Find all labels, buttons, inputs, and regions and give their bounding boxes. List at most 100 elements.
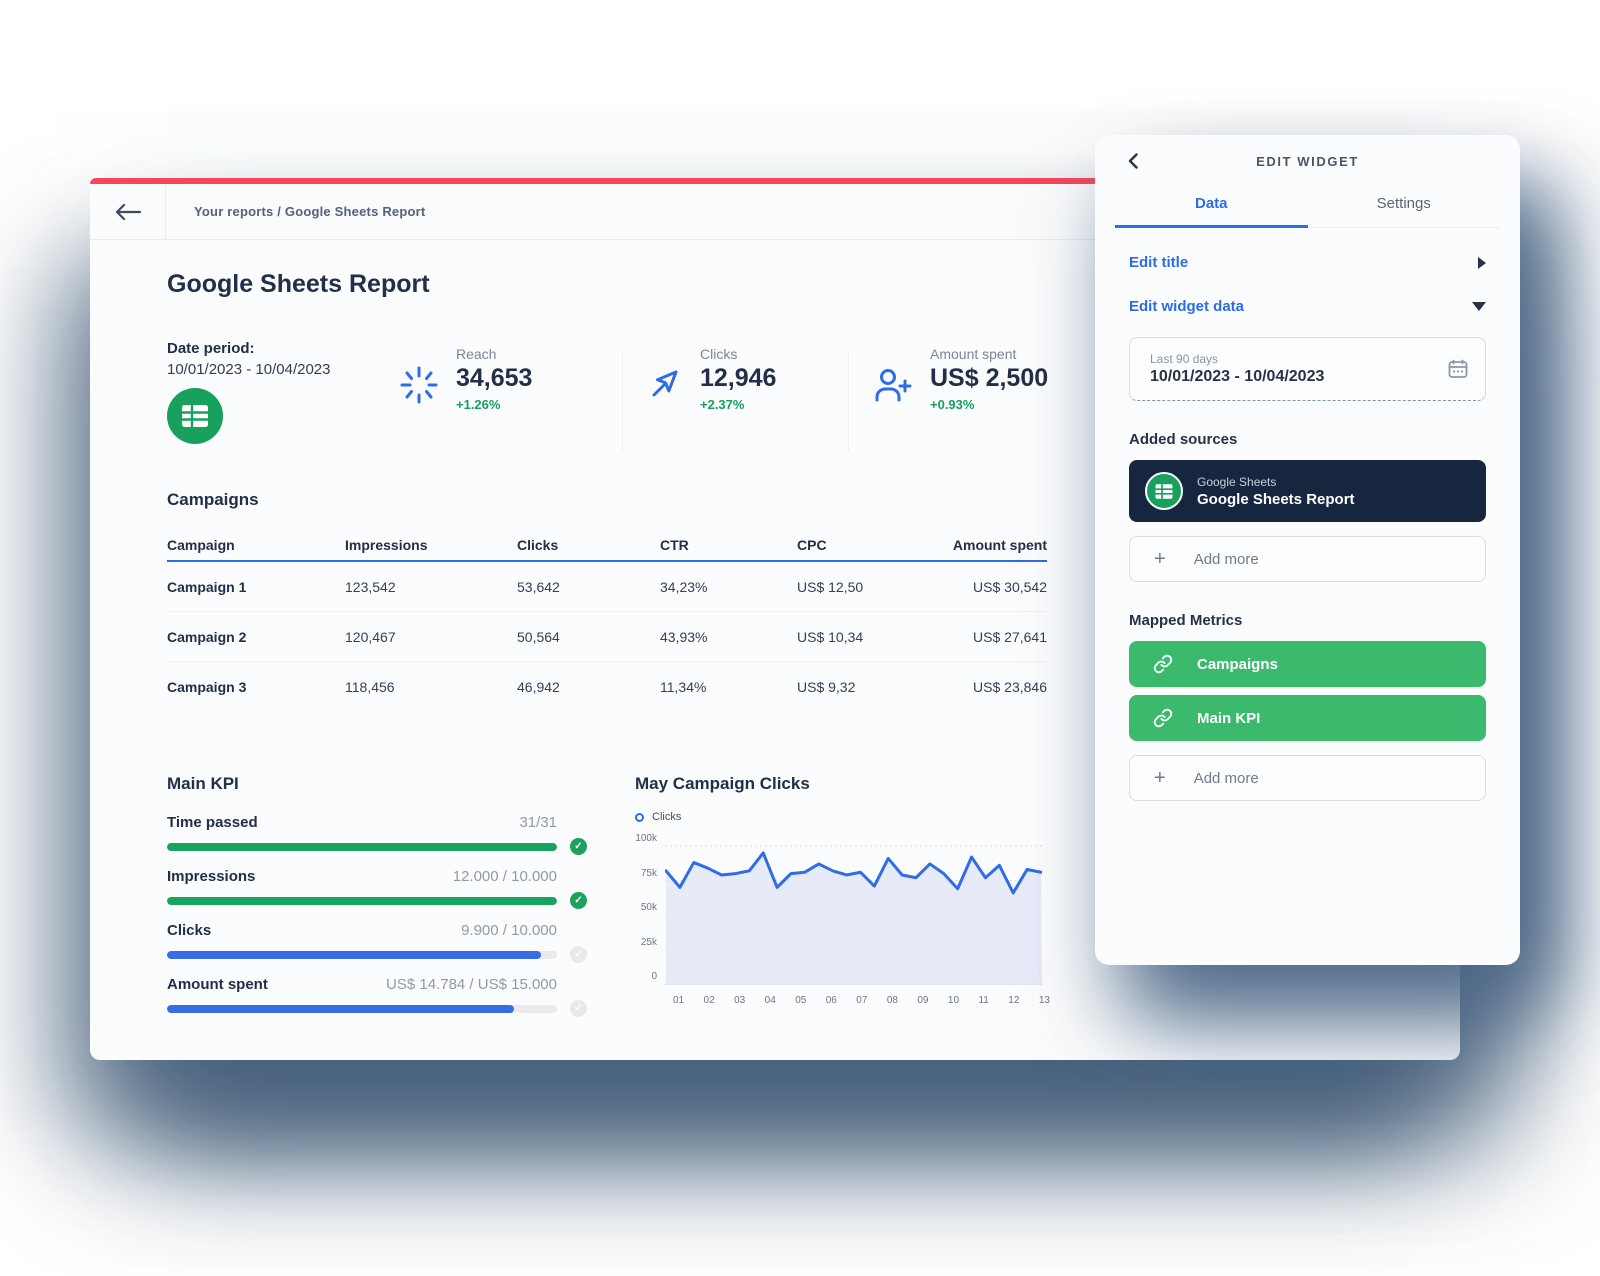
- cell-campaign: Campaign 3: [167, 679, 247, 695]
- main-kpi-list: Time passed 31/31 ✓ Impressions 12.000 /…: [167, 814, 679, 1030]
- column-header: CTR: [660, 537, 689, 553]
- person-add-icon: [875, 369, 912, 402]
- x-axis-tick-label: 01: [673, 995, 685, 1006]
- tab-settings[interactable]: Settings: [1376, 195, 1431, 212]
- legend-label: Clicks: [652, 811, 682, 823]
- table-row: Campaign 2 120,467 50,564 43,93% US$ 10,…: [167, 612, 1047, 662]
- date-period-value: 10/01/2023 - 10/04/2023: [167, 361, 331, 378]
- edit-widget-data-link[interactable]: Edit widget data: [1129, 298, 1245, 315]
- legend-marker-icon: [635, 812, 644, 822]
- main-kpi-section-title: Main KPI: [167, 774, 239, 793]
- date-range-field[interactable]: Last 90 days 10/01/2023 - 10/04/2023: [1129, 337, 1486, 401]
- kpi-label: Impressions: [167, 868, 256, 885]
- cell-clicks: 53,642: [517, 578, 560, 595]
- campaigns-section-title: Campaigns: [167, 490, 259, 509]
- column-header: Impressions: [345, 537, 428, 553]
- column-header: CPC: [797, 537, 827, 553]
- kpi-label: Amount spent: [167, 976, 268, 993]
- cell-campaign: Campaign 2: [167, 628, 247, 645]
- kpi-item: Time passed 31/31 ✓: [167, 814, 679, 855]
- check-circle-pending-icon: ✓: [570, 1000, 587, 1017]
- progress-bar: [167, 950, 557, 959]
- cell-cpc: US$ 10,34: [797, 628, 864, 645]
- card-accent-bar: [90, 178, 1460, 184]
- date-range-value: 10/01/2023 - 10/04/2023: [1150, 368, 1325, 385]
- date-period-label: Date period:: [167, 340, 255, 357]
- table-row: Campaign 1 123,542 53,642 34,23% US$ 12,…: [167, 562, 1047, 612]
- x-axis-tick-label: 05: [795, 995, 807, 1006]
- progress-bar: [167, 1004, 557, 1013]
- y-axis-tick-label: 0: [651, 971, 657, 982]
- cell-cpc: US$ 12,50: [797, 578, 864, 595]
- spinner-icon: [400, 366, 438, 404]
- kpi-label: Time passed: [167, 814, 258, 831]
- mapped-metrics-heading: Mapped Metrics: [1129, 612, 1243, 629]
- x-axis-tick-label: 08: [886, 995, 898, 1006]
- metric-main-kpi-button[interactable]: Main KPI: [1129, 695, 1486, 741]
- cursor-icon: [652, 370, 678, 397]
- add-metric-button[interactable]: + Add more: [1129, 755, 1486, 801]
- stat-delta: +1.26%: [456, 397, 501, 412]
- kpi-value: 12.000 / 10.000: [452, 868, 557, 885]
- chevron-down-icon: [1472, 302, 1486, 311]
- progress-bar: [167, 896, 557, 905]
- panel-back-button[interactable]: [1121, 149, 1145, 173]
- stat-reach: Reach 34,653 +1.26%: [398, 346, 532, 412]
- kpi-value: US$ 14.784 / US$ 15.000: [386, 976, 557, 993]
- edit-widget-panel: EDIT WIDGET Data Settings Edit title Edi…: [1095, 135, 1520, 965]
- source-card[interactable]: Google Sheets Google Sheets Report: [1129, 460, 1486, 522]
- x-axis-tick-label: 12: [1008, 995, 1020, 1006]
- chart-title: May Campaign Clicks: [635, 774, 810, 793]
- edit-widget-data-row[interactable]: Edit widget data: [1129, 298, 1486, 315]
- column-header: Clicks: [517, 537, 559, 553]
- stat-delta: +0.93%: [930, 397, 975, 412]
- stat-delta: +2.37%: [700, 397, 745, 412]
- x-axis-tick-label: 13: [1038, 995, 1050, 1006]
- column-header: Amount spent: [952, 537, 1047, 553]
- add-source-button[interactable]: + Add more: [1129, 536, 1486, 582]
- y-axis-tick-label: 75k: [640, 867, 657, 879]
- edit-title-link[interactable]: Edit title: [1129, 254, 1189, 271]
- stat-amount-spent: Amount spent US$ 2,500 +0.93%: [872, 346, 1048, 412]
- plus-icon: +: [1154, 767, 1166, 789]
- cell-amount: US$ 27,641: [973, 628, 1047, 645]
- add-metric-label: Add more: [1193, 769, 1259, 787]
- tab-data[interactable]: Data: [1115, 195, 1308, 228]
- page-title: Google Sheets Report: [167, 270, 430, 298]
- add-source-label: Add more: [1193, 550, 1259, 568]
- check-circle-pending-icon: ✓: [570, 946, 587, 963]
- added-sources-heading: Added sources: [1129, 431, 1238, 448]
- google-sheets-source-icon: [1145, 472, 1183, 510]
- cell-cpc: US$ 9,32: [797, 679, 856, 695]
- panel-header: EDIT WIDGET: [1095, 135, 1520, 187]
- back-button[interactable]: [90, 184, 166, 239]
- breadcrumb[interactable]: Your reports / Google Sheets Report: [194, 204, 426, 219]
- x-axis-tick-label: 02: [703, 995, 715, 1006]
- back-arrow-icon: [115, 203, 141, 220]
- stat-value: US$ 2,500: [930, 364, 1049, 392]
- y-axis-tick-label: 100k: [635, 833, 657, 844]
- source-type: Google Sheets: [1197, 474, 1277, 489]
- kpi-value: 31/31: [519, 814, 557, 831]
- chart-area-fill: [666, 852, 1042, 984]
- y-axis-tick-label: 50k: [640, 902, 657, 913]
- metric-label: Campaigns: [1197, 655, 1278, 673]
- stat-divider: [848, 350, 849, 452]
- cell-ctr: 34,23%: [660, 578, 708, 595]
- campaigns-table: Campaign Impressions Clicks CTR CPC Amou…: [167, 530, 1047, 712]
- chart-legend[interactable]: Clicks: [635, 811, 1055, 823]
- metric-campaigns-button[interactable]: Campaigns: [1129, 641, 1486, 687]
- column-header: Campaign: [167, 537, 235, 553]
- chart-y-axis-labels: 100k 75k 50k 25k 0: [635, 832, 665, 984]
- date-period-block: Date period: 10/01/2023 - 10/04/2023: [167, 340, 330, 378]
- link-icon: [1153, 708, 1173, 728]
- edit-title-row[interactable]: Edit title: [1129, 254, 1486, 271]
- stat-value: 12,946: [700, 364, 777, 392]
- date-range-preset-label: Last 90 days: [1150, 352, 1219, 366]
- cell-clicks: 50,564: [517, 628, 560, 645]
- cell-ctr: 43,93%: [660, 628, 708, 645]
- cell-clicks: 46,942: [517, 679, 560, 695]
- kpi-item: Impressions 12.000 / 10.000 ✓: [167, 868, 679, 909]
- chart-line-series: [665, 851, 1042, 895]
- plus-icon: +: [1154, 548, 1166, 570]
